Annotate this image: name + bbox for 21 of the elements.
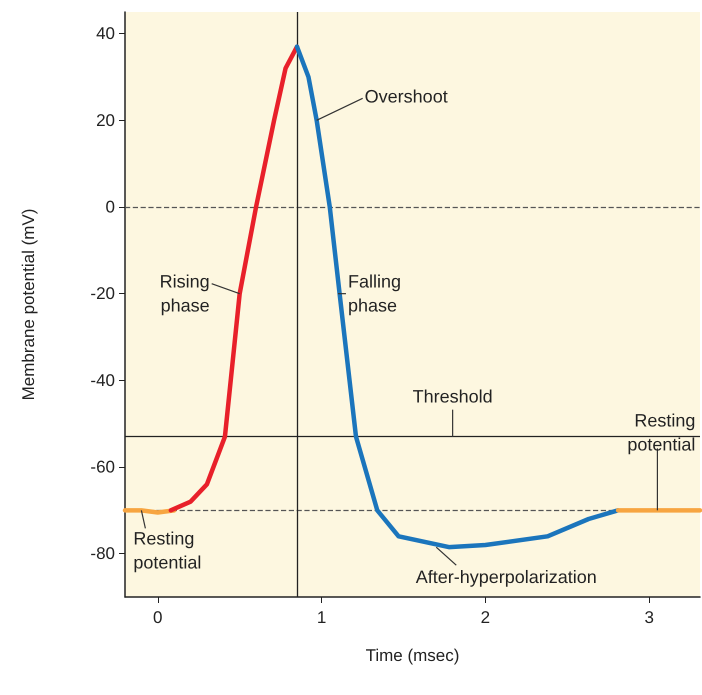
y-tick-label: 40 — [96, 24, 115, 44]
annotation: Threshold — [412, 386, 493, 407]
y-tick-label: -80 — [90, 544, 115, 564]
y-tick-label: 0 — [106, 198, 115, 216]
y-tick-label: -20 — [90, 284, 115, 304]
x-tick-label: 0 — [153, 608, 162, 627]
annotation: Resting potential — [133, 528, 202, 572]
y-axis-title: Membrane potential (mV) — [19, 208, 38, 400]
y-tick-label: 20 — [96, 110, 115, 130]
line-series — [294, 44, 620, 550]
annotation: After-hyperpolarization — [416, 567, 597, 588]
x-tick-label: 3 — [644, 608, 654, 627]
x-axis-title: Time (msec) — [366, 646, 460, 665]
annotation: Falling phase — [348, 272, 401, 316]
x-tick-label: 1 — [316, 608, 326, 627]
y-tick-label: -60 — [90, 458, 115, 476]
x-tick-label: 2 — [480, 608, 490, 627]
annotation: Rising phase — [160, 272, 210, 316]
annotation: Overshoot — [364, 86, 448, 106]
annotation: Resting potential — [627, 410, 696, 454]
y-tick-label: -40 — [90, 370, 115, 390]
